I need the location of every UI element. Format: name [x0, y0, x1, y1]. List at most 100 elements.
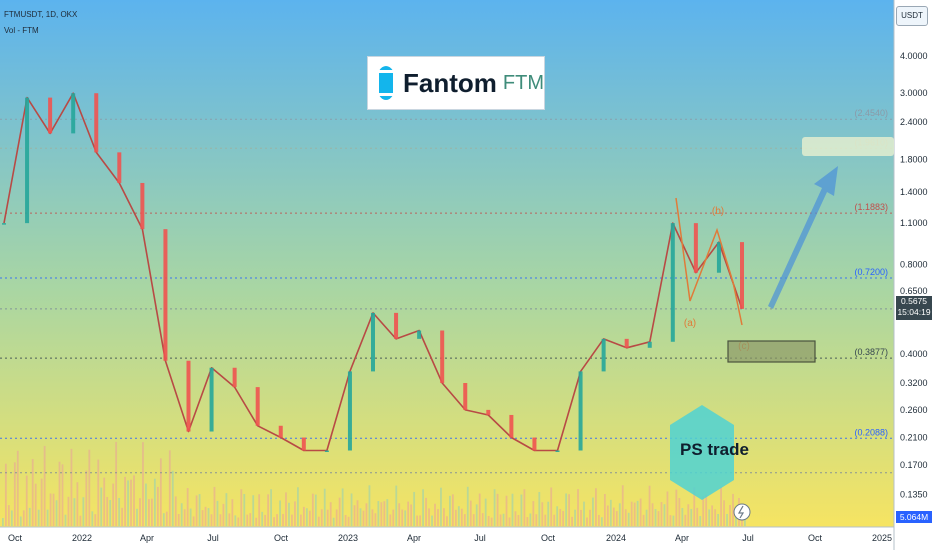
volume-bar-22: [67, 496, 70, 526]
volume-bar-18: [55, 500, 58, 526]
volume-bar-243: [726, 513, 728, 526]
volume-bar-118: [353, 505, 356, 526]
volume-bar-130: [389, 514, 392, 526]
volume-bar-90: [270, 489, 272, 526]
time-tick-13: 2025: [872, 533, 892, 543]
volume-bar-156: [466, 486, 469, 526]
time-tick-4: Oct: [274, 533, 289, 543]
volume-bar-213: [636, 500, 639, 526]
price-bar-24: [555, 450, 560, 452]
volume-bar-7: [22, 510, 25, 526]
volume-bar-199: [595, 488, 597, 526]
price-bar-12: [278, 425, 283, 438]
price-tick-13: 0.1350: [900, 490, 928, 500]
price-bar-3: [71, 93, 76, 134]
volume-bar-204: [609, 499, 612, 526]
time-tick-0: Oct: [8, 533, 23, 543]
price-tick-11: 0.2100: [900, 433, 928, 443]
volume-bar-0: [2, 518, 4, 526]
price-tick-4: 1.4000: [900, 187, 928, 197]
volume-bar-105: [314, 494, 317, 526]
fib-label-3: (0.7200): [854, 267, 888, 277]
volume-bar-26: [79, 515, 82, 526]
volume-bar-110: [329, 502, 332, 526]
volume-bar-180: [538, 492, 541, 526]
fantom-logo-icon: [376, 66, 397, 100]
volume-bar-75: [225, 493, 228, 526]
volume-bar-4: [13, 462, 16, 526]
price-bar-6: [140, 182, 145, 230]
volume-bar-159: [475, 504, 478, 526]
volume-bar-92: [276, 514, 278, 526]
volume-bar-200: [598, 514, 600, 526]
volume-bar-132: [395, 485, 398, 526]
volume-bar-201: [600, 517, 603, 526]
volume-bar-85: [255, 517, 258, 526]
volume-bar-119: [356, 500, 359, 526]
price-tick-10: 0.2600: [900, 405, 928, 415]
volume-bar-56: [168, 450, 171, 526]
volume-bar-175: [523, 489, 526, 526]
volume-bar-226: [675, 489, 678, 526]
volume-bar-188: [562, 511, 565, 526]
volume-bar-5: [16, 450, 19, 526]
volume-bar-97: [291, 514, 293, 526]
price-bar-31: [716, 242, 721, 273]
price-bar-0: [2, 223, 6, 225]
volume-bar-76: [228, 513, 231, 526]
volume-bar-10: [31, 459, 34, 526]
replay-icon[interactable]: [733, 503, 751, 521]
volume-bar-93: [279, 500, 281, 526]
volume-bar-153: [457, 506, 460, 526]
volume-bar-120: [359, 508, 362, 526]
volume-bar-135: [404, 510, 407, 526]
current-price-value: 0.5675: [901, 296, 927, 306]
volume-bar-191: [571, 516, 573, 526]
volume-bar-95: [285, 492, 287, 526]
price-bar-21: [486, 409, 491, 415]
volume-bar-137: [410, 504, 413, 526]
time-tick-11: Jul: [742, 533, 754, 543]
volume-bar-232: [693, 487, 696, 526]
volume-bar-38: [115, 441, 118, 526]
volume-bar-157: [469, 500, 472, 526]
volume-bar-91: [273, 517, 275, 526]
volume-bar-161: [481, 513, 484, 526]
volume-bar-211: [630, 501, 633, 526]
volume-bar-8: [25, 475, 28, 526]
volume-bar-44: [133, 475, 135, 526]
volume-bar-15: [46, 509, 49, 526]
volume-bar-242: [723, 500, 725, 526]
volume-bar-37: [112, 483, 115, 526]
volume-bar-49: [148, 499, 150, 526]
price-bar-23: [532, 437, 537, 451]
volume-bar-198: [592, 497, 594, 526]
volume-bar-58: [174, 496, 177, 526]
volume-bar-239: [714, 509, 717, 526]
volume-bar-98: [294, 501, 296, 526]
volume-bar-108: [323, 488, 326, 526]
volume-bar-48: [145, 483, 147, 526]
volume-bar-225: [672, 515, 675, 526]
price-bar-4: [94, 93, 99, 153]
volume-bar-245: [732, 493, 734, 526]
volume-bar-70: [210, 514, 213, 526]
volume-bar-167: [499, 514, 502, 526]
time-tick-6: Apr: [407, 533, 421, 543]
price-tick-7: 0.6500: [900, 286, 928, 296]
volume-bar-205: [612, 507, 615, 526]
price-bar-13: [301, 437, 306, 451]
volume-bar-134: [401, 509, 404, 526]
volume-bar-96: [288, 502, 290, 526]
volume-bar-43: [130, 479, 132, 526]
ps-trade-badge: [670, 405, 734, 500]
volume-bar-89: [267, 494, 270, 526]
volume-bar-36: [109, 500, 112, 526]
volume-bar-207: [618, 503, 621, 526]
volume-bar-35: [106, 496, 109, 526]
volume-bar-224: [669, 515, 672, 526]
currency-selector[interactable]: USDT: [896, 6, 928, 26]
volume-bar-23: [70, 448, 73, 526]
volume-bar-160: [478, 493, 481, 526]
